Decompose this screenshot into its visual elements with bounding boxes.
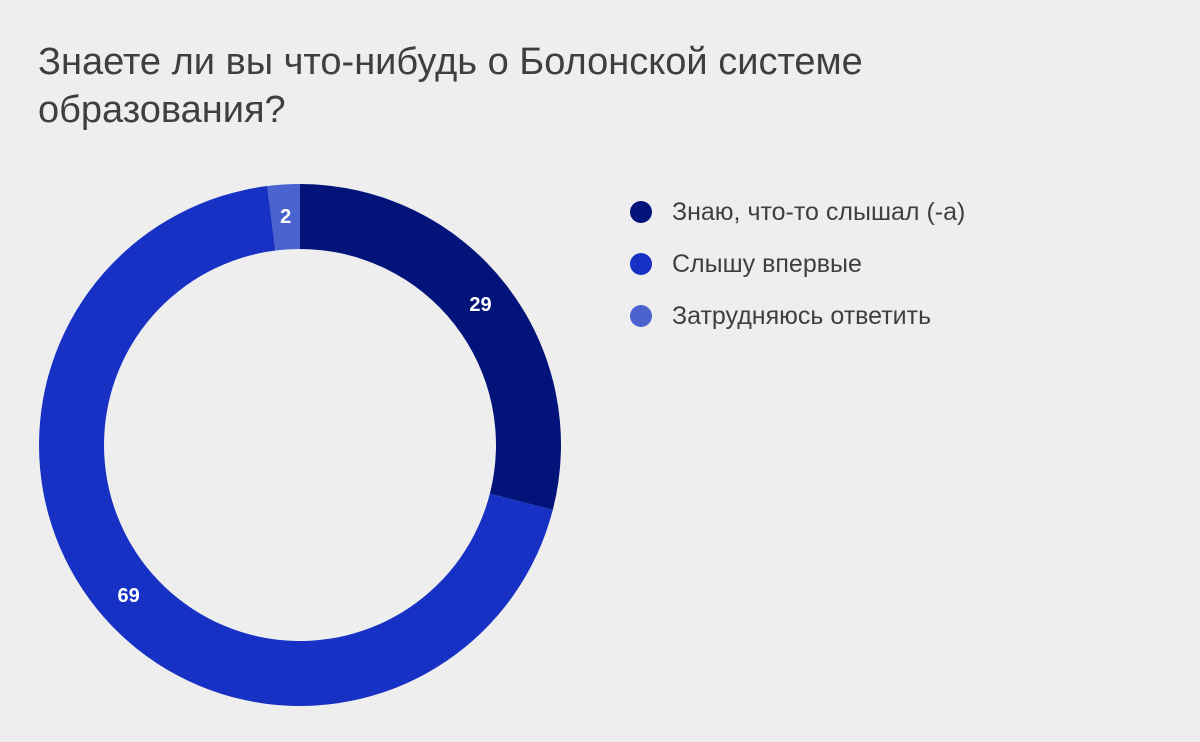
legend-label: Слышу впервые [672,249,862,278]
slice-value-label: 69 [117,585,139,607]
legend-item[interactable]: Затрудняюсь ответить [630,290,965,342]
legend-label: Знаю, что-то слышал (-а) [672,197,966,226]
donut-slice[interactable] [267,184,300,251]
legend-swatch [630,253,652,275]
legend-label: Затрудняюсь ответить [672,301,932,330]
legend-swatch [630,201,652,223]
donut-slices [39,184,561,707]
chart-legend: Знаю, что-то слышал (-а) Слышу впервые З… [630,186,965,342]
slice-value-label: 2 [280,206,291,228]
chart-title: Знаете ли вы что-нибудь о Болонской сист… [38,41,863,131]
legend-item[interactable]: Знаю, что-то слышал (-а) [630,186,965,238]
slice-value-label: 29 [469,294,491,316]
donut-slice[interactable] [300,184,561,510]
donut-value-labels: 29 69 2 [117,206,491,607]
legend-swatch [630,305,652,327]
legend-item[interactable]: Слышу впервые [630,238,965,290]
